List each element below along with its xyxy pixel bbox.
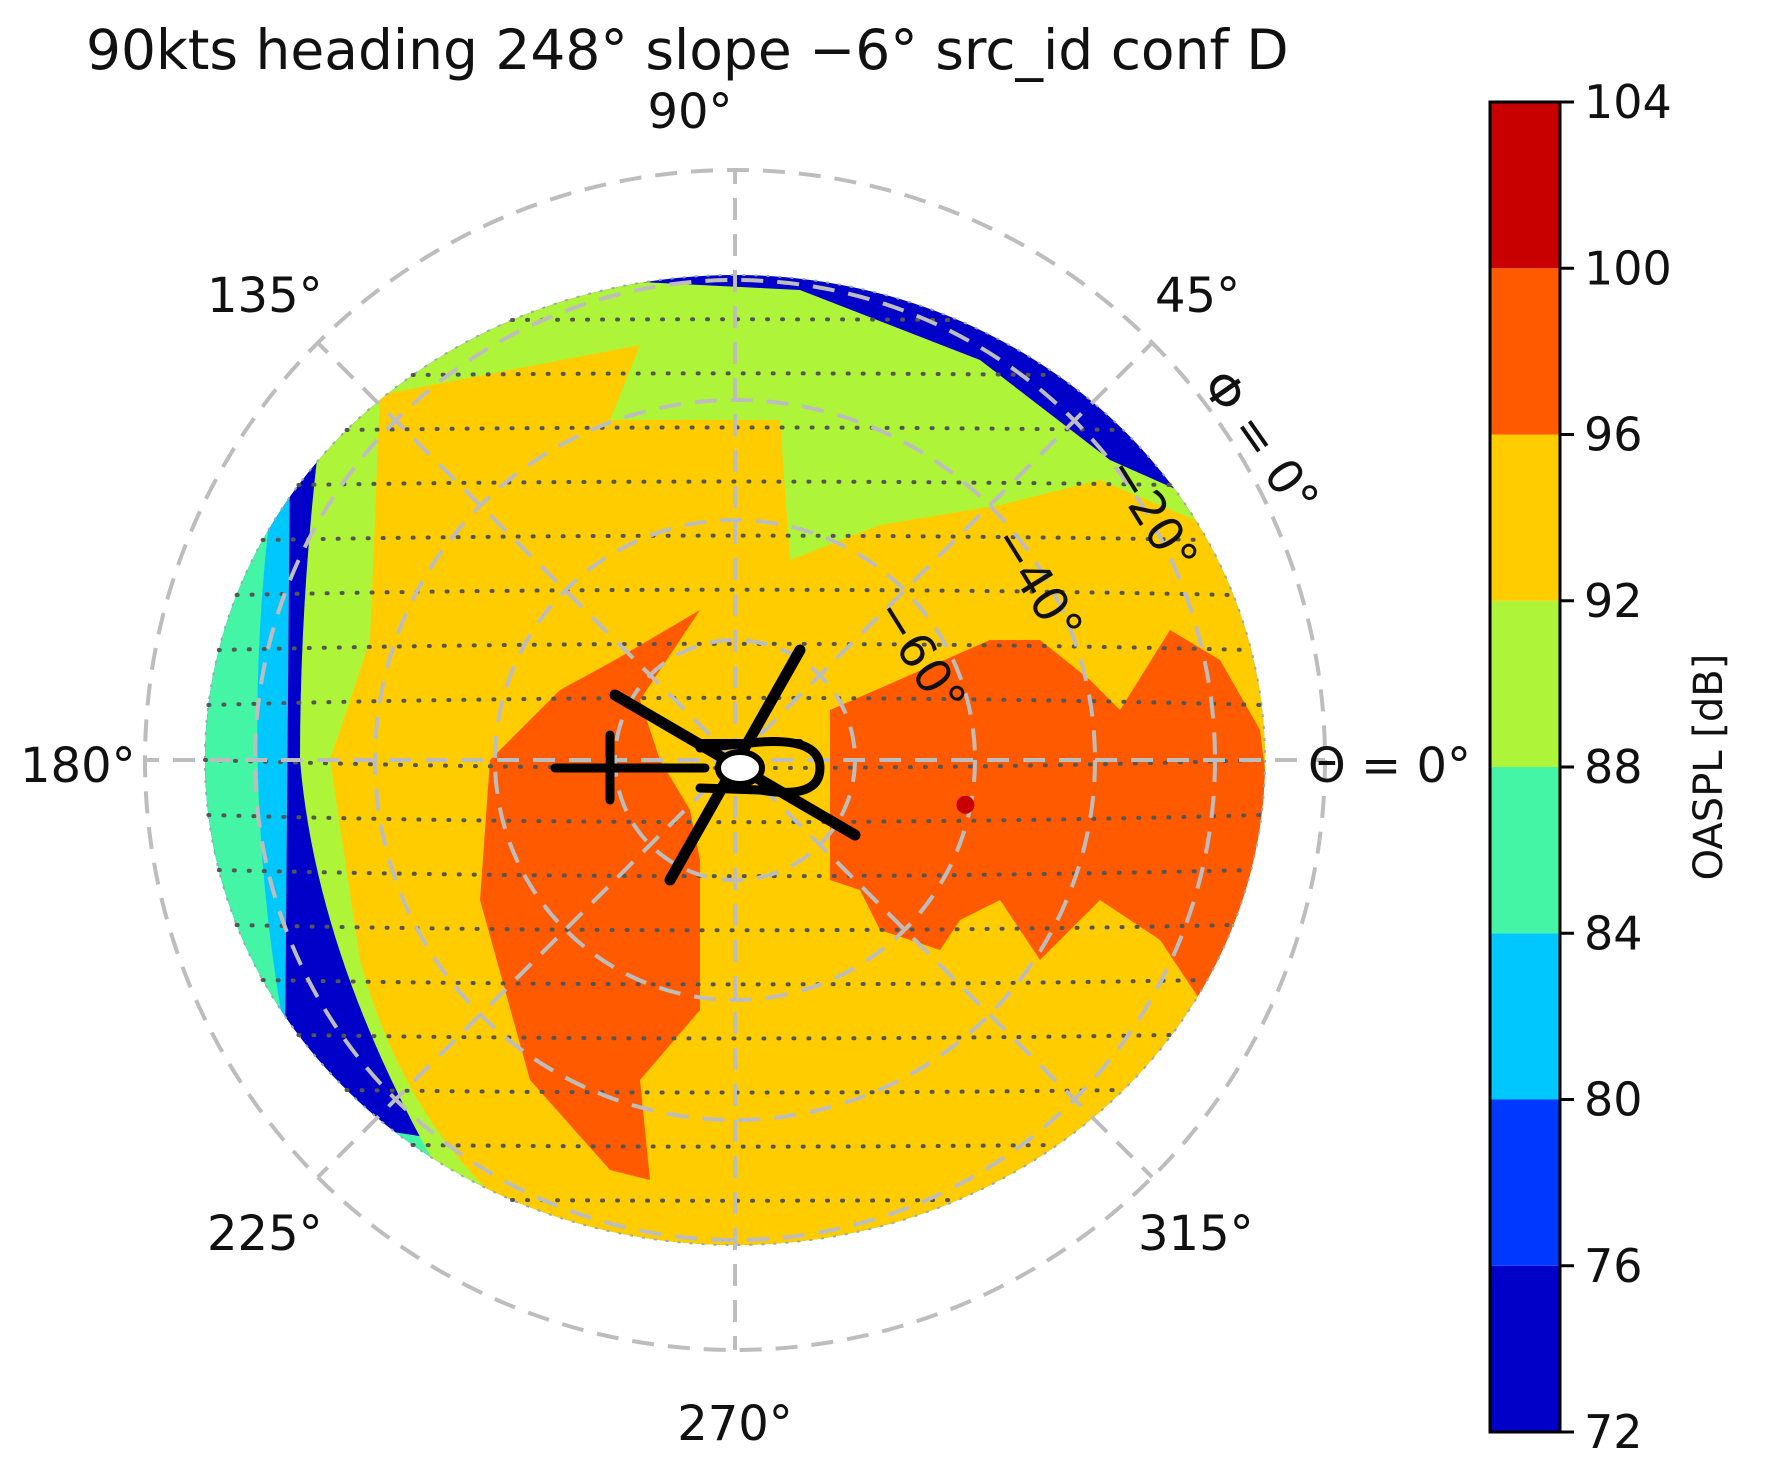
colorbar-tick-label: 100	[1584, 241, 1672, 295]
azimuth-label-45: 45°	[1155, 268, 1240, 324]
azimuth-labels: Θ = 0° 45° 90° 135° 180° 225° 270° 315°	[20, 84, 1471, 1452]
contour-band-96-100	[830, 630, 1265, 1000]
colorbar-segment	[1490, 268, 1560, 435]
colorbar-segment	[1490, 434, 1560, 601]
colorbar-segment	[1490, 1099, 1560, 1266]
elevation-grid-line	[216, 868, 1254, 879]
colorbar-tick-label: 72	[1584, 1405, 1643, 1459]
azimuth-grid-circle	[493, 518, 977, 1002]
elevation-grid-line	[206, 695, 1264, 707]
colorbar-segment	[1490, 933, 1560, 1100]
azimuth-label-90: 90°	[647, 84, 732, 140]
azimuth-label-180: 180°	[20, 738, 136, 794]
azimuth-label-315: 315°	[1138, 1206, 1254, 1262]
azimuth-grid-spoke	[316, 758, 737, 1179]
elevation-grid-line	[206, 813, 1264, 825]
elevation-grid-line	[510, 317, 960, 322]
colorbar: 72 76 80 84 88 92 96 100 104 OASPL [dB]	[1488, 75, 1732, 1459]
elevation-grid-line	[296, 1033, 1174, 1041]
oval-outline	[204, 274, 1266, 1246]
colorbar-tick-label: 92	[1584, 574, 1643, 628]
colorbar-tick-label: 88	[1584, 740, 1643, 794]
elevation-grid-line	[410, 1143, 1060, 1149]
colorbar-segment	[1490, 767, 1560, 934]
colorbar-segment	[1490, 600, 1560, 767]
elevation-grid-line	[260, 533, 1210, 542]
chart-title: 90kts heading 248° slope −6° src_id conf…	[86, 18, 1289, 82]
azimuth-grid-spoke	[316, 341, 737, 762]
colorbar-tick-label: 104	[1584, 75, 1672, 129]
azimuth-label-270: 270°	[677, 1396, 793, 1452]
azimuth-grid	[143, 168, 1327, 1352]
colorbar-tick-label: 76	[1584, 1239, 1643, 1293]
azimuth-label-135: 135°	[207, 268, 323, 324]
colorbar-label: OASPL [dB]	[1686, 654, 1732, 881]
elevation-grid-line	[410, 371, 1060, 377]
elevation-grid-line	[216, 641, 1254, 652]
elevation-grid-line	[296, 479, 1174, 487]
max-oaspl-marker	[956, 795, 975, 814]
colorbar-tick-label: 96	[1584, 408, 1643, 462]
azimuth-grid-spoke	[733, 341, 1154, 762]
elevation-grid-line	[260, 978, 1210, 987]
colorbar-segment	[1490, 102, 1560, 269]
colorbar-segment	[1490, 1265, 1560, 1432]
helicopter-icon	[550, 644, 861, 886]
colorbar-tick-label: 80	[1584, 1073, 1643, 1127]
elevation-grid-line	[510, 1198, 960, 1203]
elevation-label-0: Φ = 0°	[1190, 360, 1329, 526]
colorbar-tick-label: 84	[1584, 906, 1643, 960]
azimuth-label-0: Θ = 0°	[1308, 738, 1471, 794]
azimuth-label-225: 225°	[207, 1206, 323, 1262]
azimuth-grid-spoke	[733, 758, 1154, 1179]
